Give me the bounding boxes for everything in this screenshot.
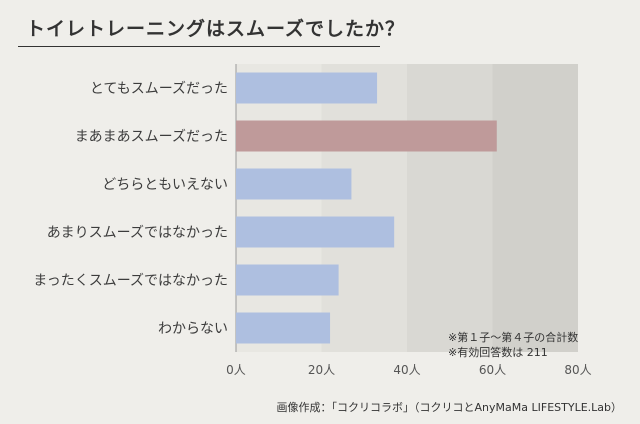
- plot-band-0: [236, 64, 322, 352]
- category-label-1: まあまあスムーズだった: [75, 129, 228, 145]
- x-tick-label-1: 20人: [308, 363, 335, 377]
- chart-notes: ※第１子〜第４子の合計数 ※有効回答数は 211: [448, 330, 578, 360]
- bar-4: [236, 264, 339, 296]
- category-label-3: あまりスムーズではなかった: [47, 225, 228, 241]
- bar-1: [236, 120, 497, 152]
- bar-5: [236, 312, 331, 344]
- bar-0: [236, 72, 378, 104]
- category-label-2: どちらともいえない: [102, 177, 228, 193]
- title-underline: [18, 46, 380, 47]
- source-credit: 画像作成：「コクリコラボ」（コクリコとAnyMaMa LIFESTYLE.Lab…: [276, 401, 622, 414]
- x-tick-label-4: 80人: [564, 363, 591, 377]
- plot-band-3: [492, 64, 578, 352]
- note-respondents: ※有効回答数は 211: [448, 346, 548, 359]
- x-tick-label-3: 60人: [479, 363, 506, 377]
- category-label-0: とてもスムーズだった: [90, 81, 228, 97]
- plot-band-2: [407, 64, 493, 352]
- bar-2: [236, 168, 352, 200]
- x-tick-label-0: 0人: [226, 363, 246, 377]
- category-label-4: まったくスムーズではなかった: [33, 273, 228, 289]
- category-label-5: わからない: [158, 321, 228, 337]
- bar-3: [236, 216, 395, 248]
- chart-title: トイレトレーニングはスムーズでしたか？: [26, 18, 406, 40]
- x-tick-label-2: 40人: [393, 363, 420, 377]
- plot-band-1: [321, 64, 407, 352]
- note-total: ※第１子〜第４子の合計数: [448, 331, 579, 344]
